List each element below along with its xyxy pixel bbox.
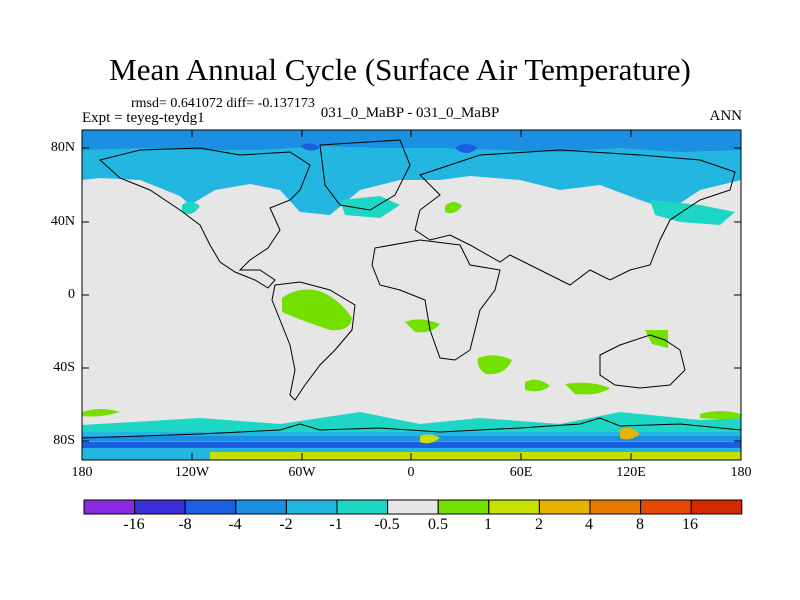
antarctic-orange [620,427,640,440]
colorbar-swatch [488,499,540,515]
greenland-outline [319,139,411,211]
siberia-warm [445,202,462,214]
colorbar-label: -8 [178,516,192,533]
axis-ticks [81,130,742,460]
eurasia-outline [414,149,736,286]
colorbar-swatch [589,499,642,515]
colorbar-label: -1 [329,516,343,533]
lon-label: 120W [174,465,210,480]
colorbar-label: -2 [279,516,293,533]
colorbar-label: 16 [682,516,698,533]
lon-label: 120E [616,465,646,480]
lon-label: 60W [288,465,316,480]
north-america-outline [98,147,311,289]
lon-label: 180 [730,465,752,480]
lat-label: 80S [53,433,75,448]
stats-text: rmsd= 0.641072 diff= -0.137173 [131,96,315,111]
arctic-core [82,130,741,152]
lat-label: 40S [53,360,75,375]
lat-label: 40N [50,214,75,229]
colorbar-label: -4 [228,516,242,533]
colorbar-label: -16 [123,516,145,533]
coastlines [81,139,742,439]
colorbar-swatch [538,499,591,515]
amazon-warm [282,289,352,331]
north-atlantic-patch [182,201,200,214]
lat-label: 0 [68,287,75,302]
colorbar-swatch [134,499,186,515]
antarctic-yellow-1 [420,434,440,444]
lon-label: 60E [509,465,533,480]
colorbar-label: 8 [636,516,644,533]
antarctic-core [82,436,741,441]
lon-label: 180 [71,465,93,480]
southern-warm-1 [565,382,610,395]
africa-outline [371,239,501,361]
antarctic-deep [82,442,741,448]
colorbar-swatch [437,499,490,515]
indian-ocean-warm [477,355,512,375]
australia-warm [645,330,668,348]
antarctica-outline [81,417,742,439]
colorbar [83,499,743,515]
colorbar-swatch [690,499,743,515]
australia-outline [599,334,686,389]
south-atlantic-warm [525,379,550,392]
colorbar-swatch [336,499,389,515]
colorbar-swatch [285,499,338,515]
lon-label: 0 [407,465,415,480]
warm-anomaly-layer [82,202,741,460]
south-america-outline [271,281,356,401]
colorbar-swatch [235,499,287,515]
antarctic-yellow-2 [210,452,741,460]
colorbar-label: 4 [585,516,593,533]
colorbar-swatch [640,499,692,515]
case-label: 031_0_MaBP - 031_0_MaBP [320,105,500,121]
colorbar-swatch [83,499,136,515]
colorbar-label: -0.5 [374,516,400,533]
plot-title: Mean Annual Cycle (Surface Air Temperatu… [109,52,691,87]
colorbar-swatch [184,499,237,515]
africa-warm [405,319,440,333]
lat-label: 80N [50,140,75,155]
season-label: ANN [709,108,743,124]
colorbar-label: 1 [484,516,492,533]
colorbar-label: 2 [535,516,543,533]
colorbar-swatch [387,499,439,515]
experiment-label: Expt = teyeg-teydg1 [82,110,205,126]
colorbar-label: 0.5 [428,516,448,533]
